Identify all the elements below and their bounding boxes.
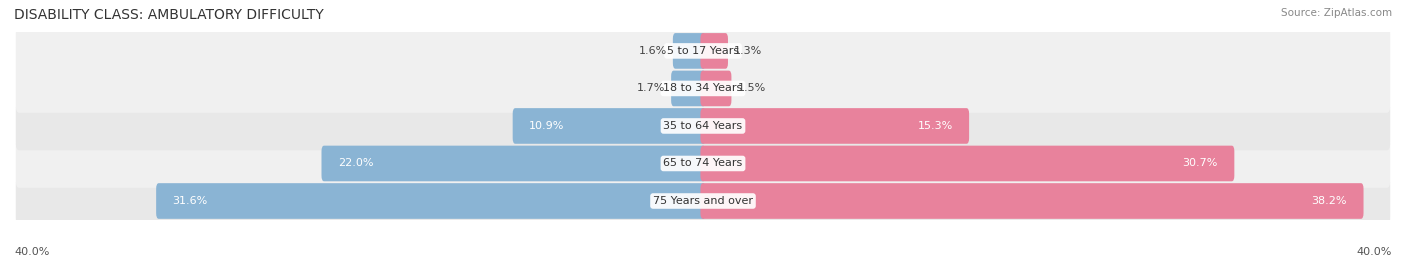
- Text: 35 to 64 Years: 35 to 64 Years: [664, 121, 742, 131]
- FancyBboxPatch shape: [156, 183, 706, 219]
- FancyBboxPatch shape: [671, 70, 706, 106]
- Text: 65 to 74 Years: 65 to 74 Years: [664, 158, 742, 169]
- Text: 1.5%: 1.5%: [738, 83, 766, 94]
- FancyBboxPatch shape: [700, 70, 731, 106]
- Text: Source: ZipAtlas.com: Source: ZipAtlas.com: [1281, 8, 1392, 18]
- Text: 22.0%: 22.0%: [337, 158, 374, 169]
- Text: 18 to 34 Years: 18 to 34 Years: [664, 83, 742, 94]
- Text: 40.0%: 40.0%: [14, 247, 49, 257]
- FancyBboxPatch shape: [15, 102, 1391, 150]
- Text: 1.7%: 1.7%: [637, 83, 665, 94]
- Text: 5 to 17 Years: 5 to 17 Years: [666, 46, 740, 56]
- FancyBboxPatch shape: [700, 146, 1234, 181]
- FancyBboxPatch shape: [15, 177, 1391, 225]
- Text: 10.9%: 10.9%: [529, 121, 564, 131]
- FancyBboxPatch shape: [700, 183, 1364, 219]
- Text: 31.6%: 31.6%: [173, 196, 208, 206]
- FancyBboxPatch shape: [15, 139, 1391, 188]
- Text: 30.7%: 30.7%: [1182, 158, 1218, 169]
- Text: 15.3%: 15.3%: [918, 121, 953, 131]
- FancyBboxPatch shape: [700, 33, 728, 69]
- FancyBboxPatch shape: [15, 27, 1391, 75]
- Text: DISABILITY CLASS: AMBULATORY DIFFICULTY: DISABILITY CLASS: AMBULATORY DIFFICULTY: [14, 8, 323, 22]
- FancyBboxPatch shape: [15, 64, 1391, 113]
- FancyBboxPatch shape: [700, 108, 969, 144]
- FancyBboxPatch shape: [322, 146, 706, 181]
- FancyBboxPatch shape: [513, 108, 706, 144]
- Text: 38.2%: 38.2%: [1312, 196, 1347, 206]
- FancyBboxPatch shape: [673, 33, 706, 69]
- Text: 1.3%: 1.3%: [734, 46, 762, 56]
- Text: 1.6%: 1.6%: [638, 46, 666, 56]
- Text: 40.0%: 40.0%: [1357, 247, 1392, 257]
- Text: 75 Years and over: 75 Years and over: [652, 196, 754, 206]
